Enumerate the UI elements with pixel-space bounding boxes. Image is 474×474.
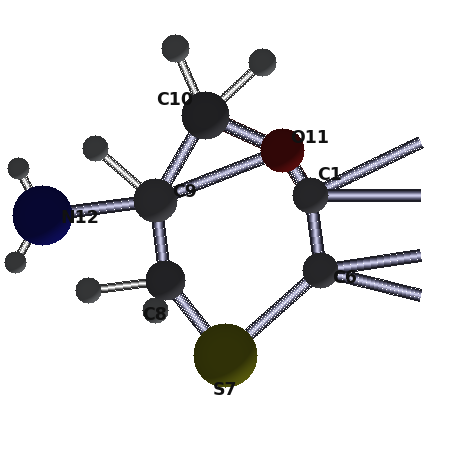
Text: C6: C6 [333, 269, 357, 287]
Text: C10: C10 [156, 91, 193, 109]
Text: N12: N12 [61, 209, 100, 227]
Text: C8: C8 [143, 306, 167, 324]
Text: S7: S7 [213, 381, 237, 399]
Text: C1: C1 [318, 166, 342, 184]
Text: C9: C9 [173, 183, 198, 201]
Text: O11: O11 [291, 129, 329, 147]
